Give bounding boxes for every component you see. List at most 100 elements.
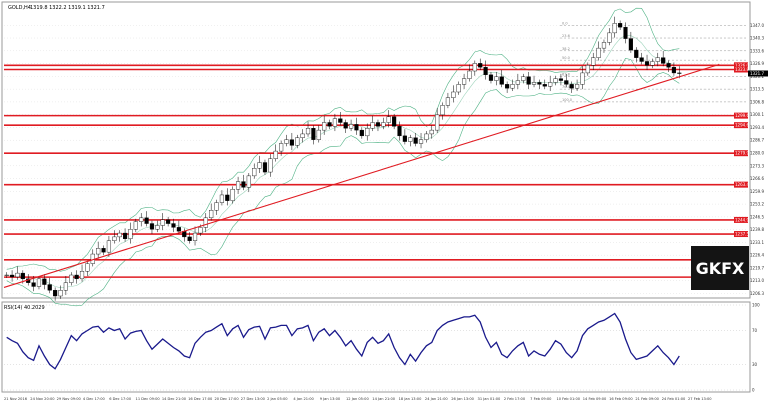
y-tick-label: 1326.9	[750, 61, 764, 66]
candle-body	[591, 57, 596, 66]
candle-body	[634, 49, 639, 58]
y-tick-label: 1280.0	[750, 151, 764, 156]
candle-body	[203, 217, 208, 228]
candle-body	[553, 78, 558, 83]
candle-body	[289, 139, 294, 146]
candle-body	[262, 162, 268, 173]
x-tick-label: 16 Dec 17:00	[188, 397, 213, 401]
y-tick-label: 1306.8	[750, 99, 764, 104]
candle-body	[370, 122, 375, 129]
x-tick-label: 31 Jan 01:00	[478, 397, 501, 401]
candle-body	[252, 168, 257, 177]
candle-body	[499, 76, 504, 85]
level-label: 1326.0	[735, 63, 749, 68]
candle-body	[85, 263, 90, 272]
trendline	[3, 63, 720, 288]
candle-body	[531, 82, 537, 85]
level-label-bg	[734, 231, 748, 238]
x-tick-label: 6 Dec 17:00	[109, 397, 132, 401]
candle-body	[338, 118, 343, 123]
candle-body	[166, 219, 171, 224]
level-label-bg	[734, 150, 748, 157]
candle-body	[375, 122, 381, 127]
price-axis: 1347.01340.31333.61326.91320.21313.51306…	[748, 23, 768, 296]
rsi-tick-label: 100	[752, 303, 760, 308]
candle-body	[74, 274, 79, 280]
candle-body	[316, 129, 321, 140]
y-tick-label: 1253.2	[750, 202, 764, 207]
candle-body	[311, 128, 316, 140]
candle-body	[467, 70, 472, 79]
candle-body	[666, 63, 671, 68]
y-tick-label: 1286.7	[750, 138, 764, 143]
candle-body	[607, 32, 612, 43]
current-price-tag	[748, 70, 768, 77]
candle-body	[628, 38, 633, 51]
gkfx-logo	[691, 246, 749, 290]
candle-body	[332, 118, 338, 127]
level-label: 1263.4	[735, 182, 749, 187]
fib-label: 61.8	[562, 72, 570, 76]
candle-body	[483, 66, 488, 76]
candle-body	[580, 72, 585, 85]
candle-body	[144, 217, 149, 224]
candle-body	[327, 122, 332, 127]
candle-body	[343, 122, 348, 129]
candle-body	[187, 236, 192, 241]
chart-symbol: GOLD,H4	[8, 5, 31, 11]
candle-body	[456, 84, 461, 93]
candle-body	[58, 290, 63, 297]
candle-body	[96, 248, 101, 255]
candle-body	[79, 271, 85, 280]
candle-body	[192, 232, 198, 241]
candle-body	[381, 122, 386, 127]
candle-body	[241, 181, 246, 188]
level-label-bg	[734, 122, 748, 129]
time-axis: 21 Nov 2016 24 Nov 20:00 29 Nov 09:00 4 Dec…	[4, 397, 712, 401]
y-tick-label: 1239.8	[750, 227, 764, 232]
x-tick-label: 7 Feb 09:00	[530, 397, 552, 401]
candle-body	[478, 63, 483, 68]
candle-body	[4, 274, 9, 276]
candle-body	[171, 223, 176, 228]
candle-body	[639, 57, 644, 62]
candle-body	[63, 282, 68, 291]
candle-body	[246, 175, 251, 188]
candle-body	[176, 227, 181, 232]
candle-body	[273, 150, 278, 159]
candle-body	[139, 217, 144, 222]
candle-body	[510, 84, 515, 89]
x-tick-label: 14 Dec 21:00	[162, 397, 187, 401]
candle-body	[558, 78, 564, 81]
candle-body	[284, 139, 289, 144]
candle-body	[225, 194, 230, 201]
candle-body	[601, 42, 607, 49]
x-tick-label: 4 Dec 17:00	[83, 397, 106, 401]
y-tick-label: 1233.1	[750, 240, 764, 245]
candle-body	[348, 124, 354, 129]
x-tick-label: 2 Feb 17:00	[504, 397, 526, 401]
candle-body	[198, 227, 203, 234]
candle-body	[413, 137, 418, 144]
x-tick-label: 9 Jan 13:00	[320, 397, 341, 401]
candle-body	[623, 26, 628, 39]
current-price-label: 1321.7	[750, 71, 764, 76]
level-label-bg	[734, 216, 748, 223]
y-tick-label: 1266.6	[750, 176, 764, 181]
band-upper	[6, 7, 680, 272]
level-label: 1323.8	[735, 67, 749, 72]
fib-label: 0.0	[562, 21, 568, 25]
candle-body	[650, 61, 655, 66]
candle-body	[526, 76, 531, 85]
candle-body	[408, 137, 413, 142]
candle-body	[655, 57, 660, 62]
rsi-line	[6, 312, 680, 370]
candle-body	[300, 133, 305, 138]
candle-body	[47, 284, 52, 291]
candle-body	[365, 128, 370, 137]
rsi-tick-label: 70	[752, 328, 758, 333]
fib-label: 50.0	[562, 56, 570, 60]
candle-body	[440, 105, 445, 116]
